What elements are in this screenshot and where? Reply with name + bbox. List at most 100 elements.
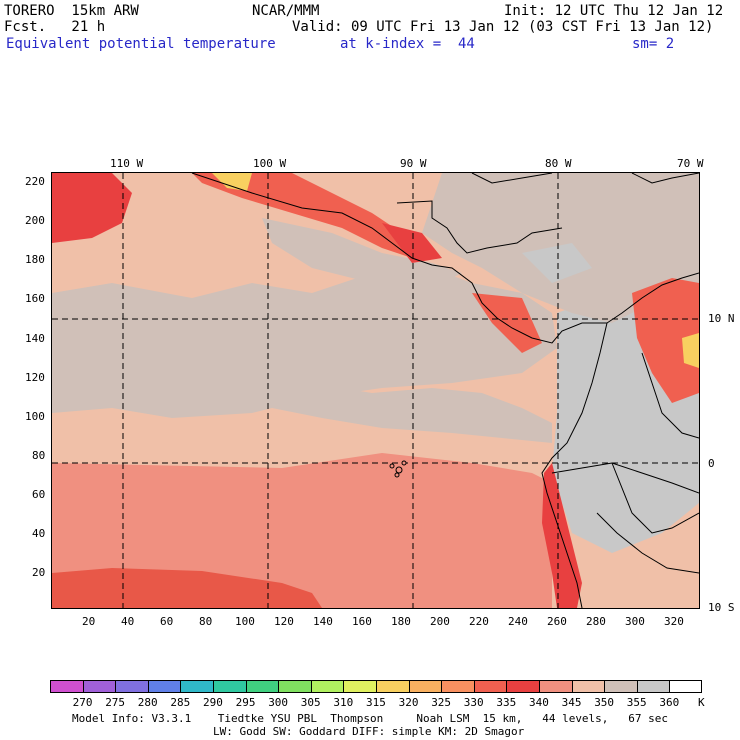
colorbar-tick-label: 320 xyxy=(398,696,419,709)
lat-label-10s: 10 S xyxy=(708,601,735,614)
colorbar-swatch xyxy=(147,680,182,693)
x-label: 140 xyxy=(313,615,333,628)
x-label: 320 xyxy=(664,615,684,628)
x-label: 180 xyxy=(391,615,411,628)
colorbar-tick-label: 345 xyxy=(561,696,582,709)
north-grey-band xyxy=(262,218,462,288)
x-label: 160 xyxy=(352,615,372,628)
colorbar-tick-label: 280 xyxy=(137,696,158,709)
x-label: 300 xyxy=(625,615,645,628)
x-label: 80 xyxy=(199,615,213,628)
mid-grey-band xyxy=(52,268,557,418)
colorbar-swatch xyxy=(213,680,247,693)
south-hot-band xyxy=(52,568,322,608)
colorbar-swatch xyxy=(473,680,508,693)
x-label: 240 xyxy=(508,615,528,628)
costa-rica-hot xyxy=(472,293,542,353)
colorbar-tick-label: 310 xyxy=(333,696,354,709)
colorbar-swatch xyxy=(571,680,606,693)
colorbar xyxy=(50,680,703,693)
colorbar-swatch xyxy=(245,680,280,693)
x-label: 220 xyxy=(469,615,489,628)
lat-label-10n: 10 N xyxy=(708,312,735,325)
model-title: TORERO 15km ARW xyxy=(4,3,139,19)
y-label: 60 xyxy=(32,488,46,501)
field-name: Equivalent potential temperature xyxy=(6,36,276,52)
colorbar-swatch xyxy=(310,680,345,693)
coastlines xyxy=(191,173,699,608)
colorbar-tick-label: 360 xyxy=(659,696,680,709)
colorbar-tick-label: 290 xyxy=(203,696,223,709)
org-label: NCAR/MMM xyxy=(252,3,320,19)
colorbar-tick-label: 300 xyxy=(268,696,289,709)
lon-label-80w: 80 W xyxy=(545,157,572,170)
colorbar-tick-label: 270 xyxy=(72,696,93,709)
colorbar-tick-label: 355 xyxy=(626,696,647,709)
caribbean-grey-patch xyxy=(522,243,592,283)
y-label: 80 xyxy=(32,449,46,462)
forecast-hour: Fcst. 21 h xyxy=(4,19,106,35)
colorbar-unit: K xyxy=(698,696,705,709)
colorbar-tick-label: 330 xyxy=(463,696,484,709)
y-label: 20 xyxy=(32,566,46,579)
lat-lon-grid xyxy=(52,173,699,608)
physics-info: LW: Godd SW: Goddard DIFF: simple KM: 2D… xyxy=(213,725,525,738)
x-label: 280 xyxy=(586,615,606,628)
colombia-hot xyxy=(632,278,699,403)
colorbar-swatch xyxy=(636,680,671,693)
colorbar-swatch xyxy=(343,680,377,693)
map-frame xyxy=(51,172,700,609)
lon-label-110w: 110 W xyxy=(110,157,144,170)
level-index: at k-index = 44 xyxy=(340,36,475,52)
colorbar-tick-label: 315 xyxy=(366,696,386,709)
y-label: 40 xyxy=(32,527,46,540)
galapagos-islands xyxy=(389,460,407,478)
y-label: 220 xyxy=(25,175,45,188)
mexico-coast-hot xyxy=(192,173,412,258)
colorbar-swatch xyxy=(506,680,540,693)
colorbar-tick-label: 285 xyxy=(170,696,191,709)
x-label: 100 xyxy=(235,615,255,628)
x-label: 40 xyxy=(121,615,135,628)
y-label: 120 xyxy=(25,371,45,384)
colorbar-tick-label: 275 xyxy=(105,696,126,709)
colorbar-swatch xyxy=(604,680,638,693)
model-info: Model Info: V3.3.1 Tiedtke YSU PBL Thomp… xyxy=(72,712,669,725)
y-label: 160 xyxy=(25,292,45,305)
smoothing-label: sm= 2 xyxy=(632,36,675,52)
lon-label-70w: 70 W xyxy=(677,157,704,170)
lat-label-0: 0 xyxy=(708,457,715,470)
colorbar-tick-label: 340 xyxy=(529,696,549,709)
colorbar-swatch xyxy=(539,680,573,693)
colorbar-swatch xyxy=(115,680,149,693)
colorbar-swatch xyxy=(278,680,312,693)
colorbar-tick-label: 335 xyxy=(496,696,517,709)
colorbar-tick-label: 305 xyxy=(300,696,321,709)
colorbar-tick-label: 350 xyxy=(594,696,615,709)
y-label: 140 xyxy=(25,332,45,345)
colorbar-swatch xyxy=(180,680,214,693)
lon-label-90w: 90 W xyxy=(400,157,427,170)
peru-coast-hot xyxy=(542,463,582,608)
south-grey-band xyxy=(262,373,552,443)
y-label: 200 xyxy=(25,214,45,227)
y-label: 180 xyxy=(25,253,45,266)
theta-e-map xyxy=(52,173,699,608)
colombia-peak xyxy=(682,333,699,368)
x-label: 60 xyxy=(160,615,174,628)
mexico-peak xyxy=(212,173,252,191)
x-label: 260 xyxy=(547,615,567,628)
lon-label-100w: 100 W xyxy=(253,157,287,170)
colorbar-tick-label: 325 xyxy=(431,696,452,709)
colorbar-swatch xyxy=(376,680,410,693)
colorbar-tick-label: 295 xyxy=(235,696,256,709)
colorbar-swatch xyxy=(408,680,443,693)
northwest-hot-region xyxy=(52,173,132,243)
colorbar-swatch xyxy=(82,680,117,693)
x-label: 20 xyxy=(82,615,96,628)
y-label: 100 xyxy=(25,410,45,423)
valid-time: Valid: 09 UTC Fri 13 Jan 12 (03 CST Fri … xyxy=(292,19,714,35)
init-time: Init: 12 UTC Thu 12 Jan 12 xyxy=(504,3,724,19)
guatemala-hot xyxy=(382,223,442,263)
colorbar-frame xyxy=(50,680,702,693)
